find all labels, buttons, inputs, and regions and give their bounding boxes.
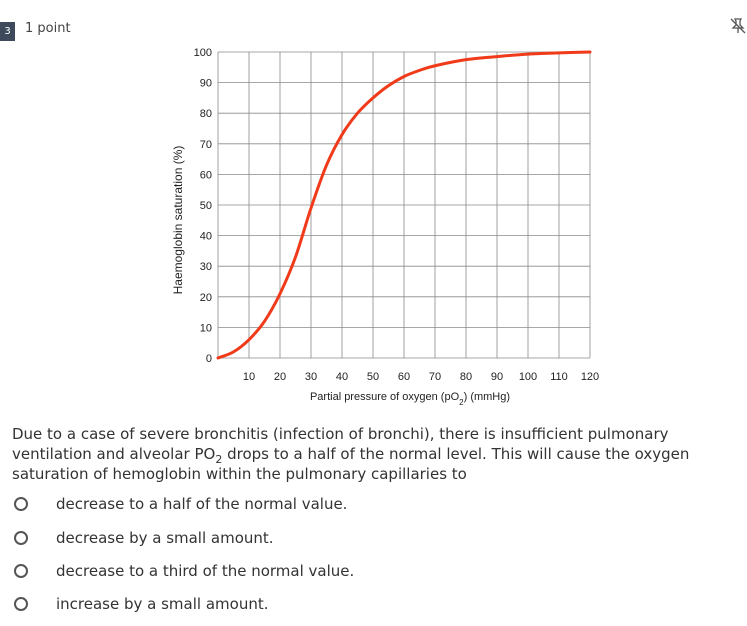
- y-tick-label: 50: [200, 200, 212, 212]
- x-tick-label: 40: [336, 371, 348, 383]
- option-label: decrease to a half of the normal value.: [56, 495, 348, 513]
- radio-button[interactable]: [14, 531, 28, 545]
- x-tick-label: 80: [460, 371, 472, 383]
- y-tick-label: 60: [200, 169, 212, 181]
- x-axis-ticks: 10 20 30 40 50 60 70 80 90 100 110 120: [243, 371, 599, 383]
- y-tick-label: 90: [200, 78, 212, 90]
- radio-button[interactable]: [14, 597, 28, 611]
- y-tick-label: 80: [200, 108, 212, 120]
- option-1[interactable]: decrease to a half of the normal value.: [14, 492, 347, 516]
- x-tick-label: 10: [243, 371, 255, 383]
- x-tick-label: 110: [550, 371, 568, 383]
- x-tick-label: 50: [367, 371, 379, 383]
- option-3[interactable]: decrease to a third of the normal value.: [14, 559, 354, 583]
- points-label: 1 point: [25, 21, 71, 36]
- option-label: increase by a small amount.: [56, 595, 269, 613]
- pin-icon[interactable]: [729, 17, 747, 35]
- y-tick-label: 40: [200, 231, 212, 243]
- option-2[interactable]: decrease by a small amount.: [14, 526, 274, 550]
- x-tick-label: 30: [305, 371, 317, 383]
- y-tick-label: 10: [200, 322, 212, 334]
- y-tick-label: 100: [194, 47, 212, 59]
- question-stem: Due to a case of severe bronchitis (infe…: [12, 425, 690, 483]
- chart-grid: [217, 51, 591, 359]
- y-tick-label: 20: [200, 292, 212, 304]
- y-axis-label: Haemoglobin saturation (%): [171, 146, 185, 295]
- y-tick-label: 0: [206, 353, 212, 365]
- x-tick-label: 120: [581, 371, 599, 383]
- y-axis-ticks: 0 10 20 30 40 50 60 70 80 90 100: [194, 47, 212, 365]
- option-label: decrease to a third of the normal value.: [56, 562, 355, 580]
- x-tick-label: 90: [491, 371, 503, 383]
- radio-button[interactable]: [14, 564, 28, 578]
- option-4[interactable]: increase by a small amount.: [14, 592, 268, 616]
- x-tick-label: 100: [519, 371, 537, 383]
- x-tick-label: 20: [274, 371, 286, 383]
- question-number-tab: 3: [0, 22, 15, 41]
- x-tick-label: 70: [429, 371, 441, 383]
- x-axis-label: Partial pressure of oxygen (pO2) (mmHg): [310, 391, 510, 407]
- x-tick-label: 60: [398, 371, 410, 383]
- oxygen-dissociation-chart: 0 10 20 30 40 50 60 70 80 90 100 10 20 30 40 50 60 70 80 9…: [171, 47, 599, 407]
- radio-button[interactable]: [14, 497, 28, 511]
- y-tick-label: 70: [200, 139, 212, 151]
- y-tick-label: 30: [200, 261, 212, 273]
- saturation-curve: [216, 50, 592, 360]
- option-label: decrease by a small amount.: [56, 529, 274, 547]
